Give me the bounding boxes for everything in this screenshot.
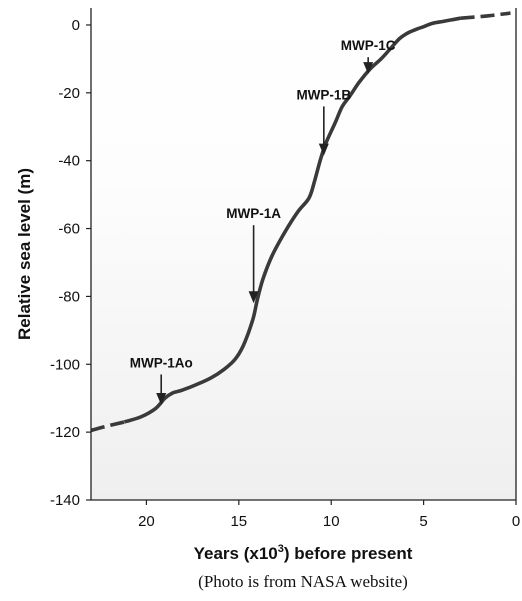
y-tick-label: -140 xyxy=(50,492,80,509)
y-tick-label: -40 xyxy=(58,153,80,170)
annotation-arrow-head xyxy=(156,392,167,405)
sea-level-dashed-segment xyxy=(90,420,125,433)
annotation-layer: MWP-1Ao MWP-1A MWP-1B MWP-1C xyxy=(130,38,396,405)
annotation-mwp-1c: MWP-1C xyxy=(341,38,396,75)
x-tick-label: 15 xyxy=(230,513,247,530)
y-tick-label: -60 xyxy=(58,221,80,238)
annotation-arrow-head xyxy=(248,291,259,304)
x-axis-label-superscript: 3 xyxy=(278,543,284,555)
x-tick-label: 5 xyxy=(419,513,427,530)
annotation-label: MWP-1Ao xyxy=(130,355,193,370)
y-tick-label: -120 xyxy=(50,424,80,441)
x-tick-label: 0 xyxy=(512,513,520,530)
annotation-label: MWP-1B xyxy=(296,87,351,102)
y-axis-label: Relative sea level (m) xyxy=(15,168,34,340)
plot-background xyxy=(91,8,516,500)
series-layer xyxy=(90,11,511,433)
annotation-mwp-1a: MWP-1A xyxy=(226,206,281,304)
annotation-label: MWP-1A xyxy=(226,206,281,221)
y-tick-label: -80 xyxy=(58,288,80,305)
sea-level-curve xyxy=(123,16,461,424)
y-tick-label: 0 xyxy=(72,17,80,34)
annotation-arrow-head xyxy=(318,143,329,156)
annotation-mwp-1ao: MWP-1Ao xyxy=(130,355,193,405)
x-axis-label: Years (x103) before present xyxy=(194,543,413,563)
x-axis-ticks: 20 15 10 5 0 xyxy=(138,500,520,530)
y-axis-ticks: 0 -20 -40 -60 -80 -100 -120 -140 xyxy=(50,17,91,509)
sea-level-dashed-segment xyxy=(460,11,511,20)
annotation-mwp-1b: MWP-1B xyxy=(296,87,351,156)
annotation-arrow-head xyxy=(363,62,374,75)
x-tick-label: 20 xyxy=(138,513,155,530)
x-axis-label-rest: ) before present xyxy=(284,544,413,563)
x-tick-label: 10 xyxy=(323,513,340,530)
y-tick-label: -20 xyxy=(58,85,80,102)
x-axis-label-main: Years (x10 xyxy=(194,544,278,563)
caption: (Photo is from NASA website) xyxy=(198,572,408,591)
annotation-label: MWP-1C xyxy=(341,38,396,53)
y-tick-label: -100 xyxy=(50,356,80,373)
